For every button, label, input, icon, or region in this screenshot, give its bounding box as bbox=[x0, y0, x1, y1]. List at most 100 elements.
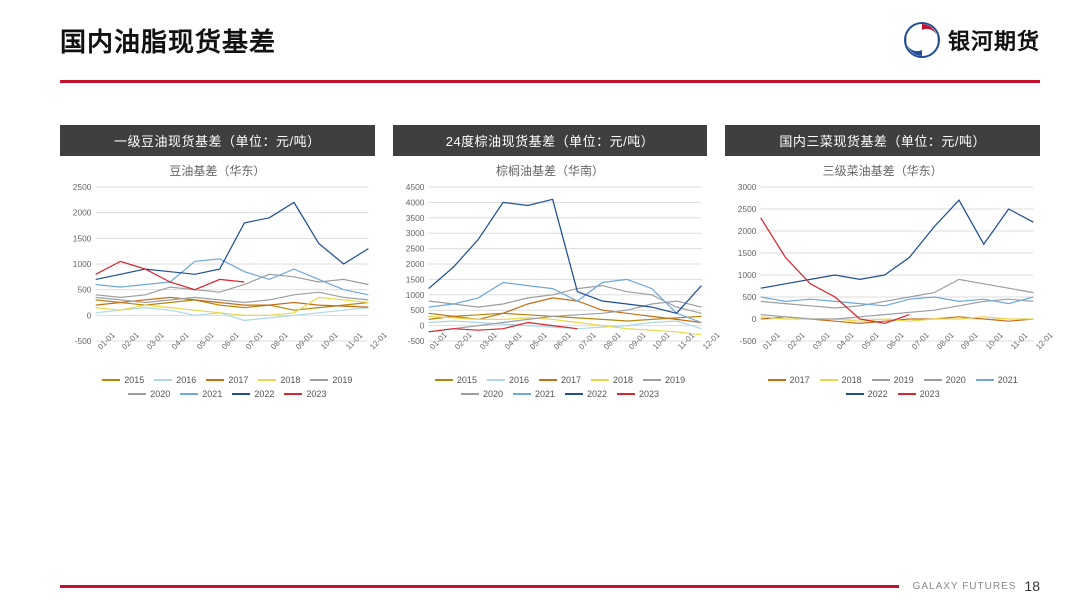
legend-swatch bbox=[768, 379, 786, 381]
chart-card-1: 24度棕油现货基差（单位：元/吨）棕榈油基差（华南）-5000500100015… bbox=[393, 125, 708, 399]
legend-item: 2020 bbox=[461, 389, 503, 399]
series-2020 bbox=[761, 279, 1034, 308]
svg-text:4500: 4500 bbox=[405, 183, 424, 192]
svg-text:1000: 1000 bbox=[405, 291, 424, 300]
svg-text:2500: 2500 bbox=[405, 245, 424, 254]
legend-swatch bbox=[846, 393, 864, 395]
legend-item: 2021 bbox=[180, 389, 222, 399]
legend-label: 2023 bbox=[920, 389, 940, 399]
legend-item: 2022 bbox=[846, 389, 888, 399]
legend-label: 2019 bbox=[665, 375, 685, 385]
footer-divider bbox=[60, 585, 899, 588]
svg-text:0: 0 bbox=[419, 322, 424, 331]
legend-label: 2021 bbox=[535, 389, 555, 399]
x-axis-ticks: 01-0102-0103-0104-0105-0106-0107-0108-01… bbox=[725, 345, 1040, 371]
svg-text:1500: 1500 bbox=[405, 276, 424, 285]
chart-plot: -50005001000150020002500300001-0102-0103… bbox=[725, 181, 1040, 371]
svg-text:1000: 1000 bbox=[73, 260, 92, 269]
legend-item: 2016 bbox=[487, 375, 529, 385]
svg-text:500: 500 bbox=[743, 293, 757, 302]
chart-card-0: 一级豆油现货基差（单位：元/吨）豆油基差（华东）-500050010001500… bbox=[60, 125, 375, 399]
legend-item: 2018 bbox=[591, 375, 633, 385]
legend-label: 2017 bbox=[228, 375, 248, 385]
legend-item: 2021 bbox=[976, 375, 1018, 385]
legend-label: 2015 bbox=[457, 375, 477, 385]
legend-label: 2020 bbox=[483, 389, 503, 399]
legend-label: 2018 bbox=[613, 375, 633, 385]
page-number: 18 bbox=[1024, 578, 1040, 594]
legend-swatch bbox=[924, 379, 942, 381]
brand-name: 银河期货 bbox=[948, 24, 1040, 56]
chart-subtitle: 豆油基差（华东） bbox=[60, 162, 375, 179]
legend-label: 2017 bbox=[561, 375, 581, 385]
footer-brand: GALAXY FUTURES bbox=[913, 581, 1017, 592]
legend-swatch bbox=[513, 393, 531, 395]
chart-legend: 201520162017201820192020202120222023 bbox=[60, 371, 375, 399]
galaxy-logo-icon bbox=[904, 22, 940, 58]
chart-subtitle: 三级菜油基差（华东） bbox=[725, 162, 1040, 179]
chart-card-title: 一级豆油现货基差（单位：元/吨） bbox=[60, 125, 375, 156]
legend-label: 2015 bbox=[124, 375, 144, 385]
legend-label: 2022 bbox=[254, 389, 274, 399]
legend-swatch bbox=[898, 393, 916, 395]
legend-item: 2019 bbox=[310, 375, 352, 385]
legend-label: 2021 bbox=[998, 375, 1018, 385]
legend-swatch bbox=[591, 379, 609, 381]
x-axis-ticks: 01-0102-0103-0104-0105-0106-0107-0108-01… bbox=[60, 345, 375, 371]
legend-label: 2023 bbox=[306, 389, 326, 399]
legend-item: 2021 bbox=[513, 389, 555, 399]
legend-swatch bbox=[310, 379, 328, 381]
legend-item: 2020 bbox=[924, 375, 966, 385]
legend-swatch bbox=[539, 379, 557, 381]
svg-text:0: 0 bbox=[87, 312, 92, 321]
svg-text:3000: 3000 bbox=[738, 183, 757, 192]
legend-label: 2022 bbox=[587, 389, 607, 399]
chart-plot: -5000500100015002000250001-0102-0103-010… bbox=[60, 181, 375, 371]
legend-item: 2020 bbox=[128, 389, 170, 399]
legend-item: 2019 bbox=[643, 375, 685, 385]
legend-swatch bbox=[461, 393, 479, 395]
legend-label: 2018 bbox=[842, 375, 862, 385]
chart-card-title: 24度棕油现货基差（单位：元/吨） bbox=[393, 125, 708, 156]
legend-swatch bbox=[976, 379, 994, 381]
legend-label: 2018 bbox=[280, 375, 300, 385]
svg-text:4000: 4000 bbox=[405, 199, 424, 208]
legend-item: 2023 bbox=[617, 389, 659, 399]
legend-item: 2018 bbox=[258, 375, 300, 385]
footer: GALAXY FUTURES 18 bbox=[0, 578, 1080, 594]
chart-legend: 2015 2016 2017 2018 2019 2020 2021 2022 2023 bbox=[393, 371, 708, 399]
chart-plot: -500050010001500200025003000350040004500… bbox=[393, 181, 708, 371]
svg-text:2000: 2000 bbox=[738, 227, 757, 236]
svg-text:1500: 1500 bbox=[73, 235, 92, 244]
legend-item: 2022 bbox=[232, 389, 274, 399]
legend-swatch bbox=[643, 379, 661, 381]
legend-swatch bbox=[154, 379, 172, 381]
svg-text:2500: 2500 bbox=[738, 205, 757, 214]
chart-card-title: 国内三菜现货基差（单位：元/吨） bbox=[725, 125, 1040, 156]
legend-item: 2019 bbox=[872, 375, 914, 385]
legend-item: 2023 bbox=[898, 389, 940, 399]
svg-text:3500: 3500 bbox=[405, 214, 424, 223]
slide: 国内油脂现货基差 银河期货 一级豆油现货基差（单位：元/吨）豆油基差（华东）-5… bbox=[0, 0, 1080, 608]
svg-text:1000: 1000 bbox=[738, 271, 757, 280]
legend-swatch bbox=[872, 379, 890, 381]
legend-item: 2015 bbox=[435, 375, 477, 385]
legend-item: 2022 bbox=[565, 389, 607, 399]
legend-label: 2019 bbox=[332, 375, 352, 385]
brand-logo: 银河期货 bbox=[904, 22, 1040, 58]
legend-label: 2023 bbox=[639, 389, 659, 399]
svg-text:2500: 2500 bbox=[73, 183, 92, 192]
page-title: 国内油脂现货基差 bbox=[60, 22, 276, 59]
svg-text:0: 0 bbox=[752, 315, 757, 324]
legend-label: 2022 bbox=[868, 389, 888, 399]
chart-card-2: 国内三菜现货基差（单位：元/吨）三级菜油基差（华东）-5000500100015… bbox=[725, 125, 1040, 399]
svg-text:500: 500 bbox=[77, 286, 91, 295]
legend-label: 2016 bbox=[509, 375, 529, 385]
legend-swatch bbox=[128, 393, 146, 395]
legend-swatch bbox=[435, 379, 453, 381]
x-axis-ticks: 01-0102-0103-0104-0105-0106-0107-0108-01… bbox=[393, 345, 708, 371]
legend-swatch bbox=[820, 379, 838, 381]
legend-swatch bbox=[487, 379, 505, 381]
legend-label: 2017 bbox=[790, 375, 810, 385]
legend-item: 2017 bbox=[206, 375, 248, 385]
